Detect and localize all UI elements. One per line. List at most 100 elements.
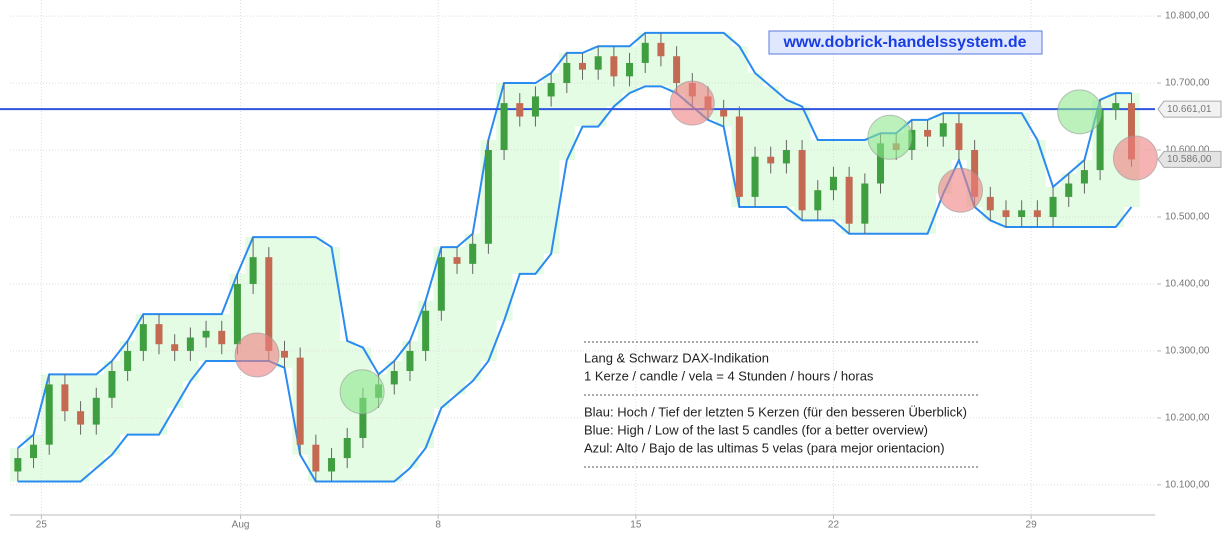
candle-body [1080, 170, 1088, 184]
band-line [17, 31, 1132, 449]
band-fill [276, 237, 293, 368]
candle-body [328, 458, 336, 472]
band-fill [558, 52, 576, 161]
y-tick-label: 10.500,00 [1165, 212, 1210, 223]
candle-body [390, 371, 398, 385]
candle-body [1127, 103, 1135, 160]
band-fill [323, 247, 340, 482]
candle-body [1112, 103, 1120, 110]
annotation: Blue: High / Low of the last 5 candles (… [584, 422, 928, 437]
y-tick-label: 10.400,00 [1165, 279, 1210, 290]
candle-body [30, 444, 38, 459]
candle-body [218, 330, 226, 345]
band-fill [135, 314, 152, 435]
candle-body [767, 156, 775, 164]
candle-body [673, 56, 681, 84]
band-fill [464, 233, 482, 382]
candle-body [233, 283, 241, 345]
candle-body [249, 257, 257, 284]
x-tick-label: 22 [828, 520, 840, 531]
price-tag [1157, 100, 1222, 118]
candle-body [877, 143, 885, 184]
band-fill [998, 113, 1015, 228]
price-label: 10.661,01 [1167, 104, 1212, 115]
x-tick-label: 25 [36, 520, 48, 531]
candle-body [77, 411, 85, 425]
band-fill [982, 113, 999, 221]
y-tick-label: 10.200,00 [1165, 413, 1210, 424]
candle-body [594, 56, 602, 70]
candle-body [1049, 196, 1057, 217]
signal [1112, 135, 1158, 181]
candle-body [124, 350, 132, 372]
x-tick-label: 8 [435, 520, 441, 531]
candle-body [484, 150, 492, 244]
band-fill [1029, 139, 1046, 228]
y-tick-label: 10.700,00 [1165, 78, 1210, 89]
candle-body [986, 196, 994, 211]
band-fill [292, 237, 309, 455]
band-fill [386, 360, 403, 482]
candle-body [547, 83, 555, 97]
candle-body [626, 62, 634, 77]
watermark-box [768, 30, 1043, 55]
band-fill [449, 247, 466, 395]
x-tick-label: Aug [232, 520, 250, 531]
candle-body [845, 176, 853, 224]
candle-body [155, 324, 163, 345]
y-tick-label: 10.300,00 [1165, 346, 1210, 357]
candle-body [657, 42, 665, 57]
candle-body [202, 330, 210, 338]
signal [339, 369, 385, 415]
candle-body [829, 176, 837, 191]
candle-body [359, 397, 367, 438]
band-fill [590, 46, 607, 127]
annotation: Lang & Schwarz DAX-Indikation [584, 350, 769, 365]
candle-body [422, 310, 430, 351]
candle-body [186, 337, 194, 351]
band-fill [433, 247, 450, 408]
annotation: 1 Kerze / candle / vela = 4 Stunden / ho… [584, 368, 874, 383]
candle-body [45, 384, 53, 445]
candle-body [296, 357, 304, 445]
band-fill [1013, 113, 1031, 228]
candle-body [469, 243, 477, 264]
candle-body [1033, 210, 1041, 217]
band-fill [151, 314, 168, 435]
candle-body [280, 350, 288, 358]
candle-body [579, 62, 586, 70]
candle-body [861, 183, 869, 224]
y-tick-label: 10.100,00 [1165, 480, 1210, 491]
signal [1057, 89, 1103, 135]
signal [867, 114, 913, 160]
candle-body [939, 123, 947, 137]
candle-body [641, 42, 649, 63]
candle-body [1096, 109, 1104, 171]
band-fill [919, 119, 936, 234]
x-tick-label: 15 [630, 520, 642, 531]
candle-body [61, 384, 69, 412]
candle-body [1065, 183, 1073, 197]
annotation: Azul: Alto / Bajo de las ultimas 5 velas… [584, 440, 945, 455]
band-fill [245, 237, 262, 361]
candle-body [516, 103, 524, 117]
band-fill [511, 83, 529, 274]
candle-body [406, 350, 414, 372]
candle-body [610, 56, 618, 77]
annotation: Blau: Hoch / Tief der letzten 5 Kerzen (… [584, 404, 967, 419]
band-fill [402, 340, 419, 469]
band-fill [527, 83, 544, 274]
band-fill [57, 374, 74, 482]
band-fill [809, 139, 827, 221]
candle-body [924, 129, 932, 137]
band-fill [747, 72, 764, 207]
candle-body [720, 109, 728, 117]
band-fill [119, 340, 136, 435]
candle-body [1018, 210, 1026, 217]
band-fill [308, 237, 325, 482]
signal [669, 80, 715, 126]
candle-body [814, 190, 822, 211]
candle-body [265, 257, 273, 351]
